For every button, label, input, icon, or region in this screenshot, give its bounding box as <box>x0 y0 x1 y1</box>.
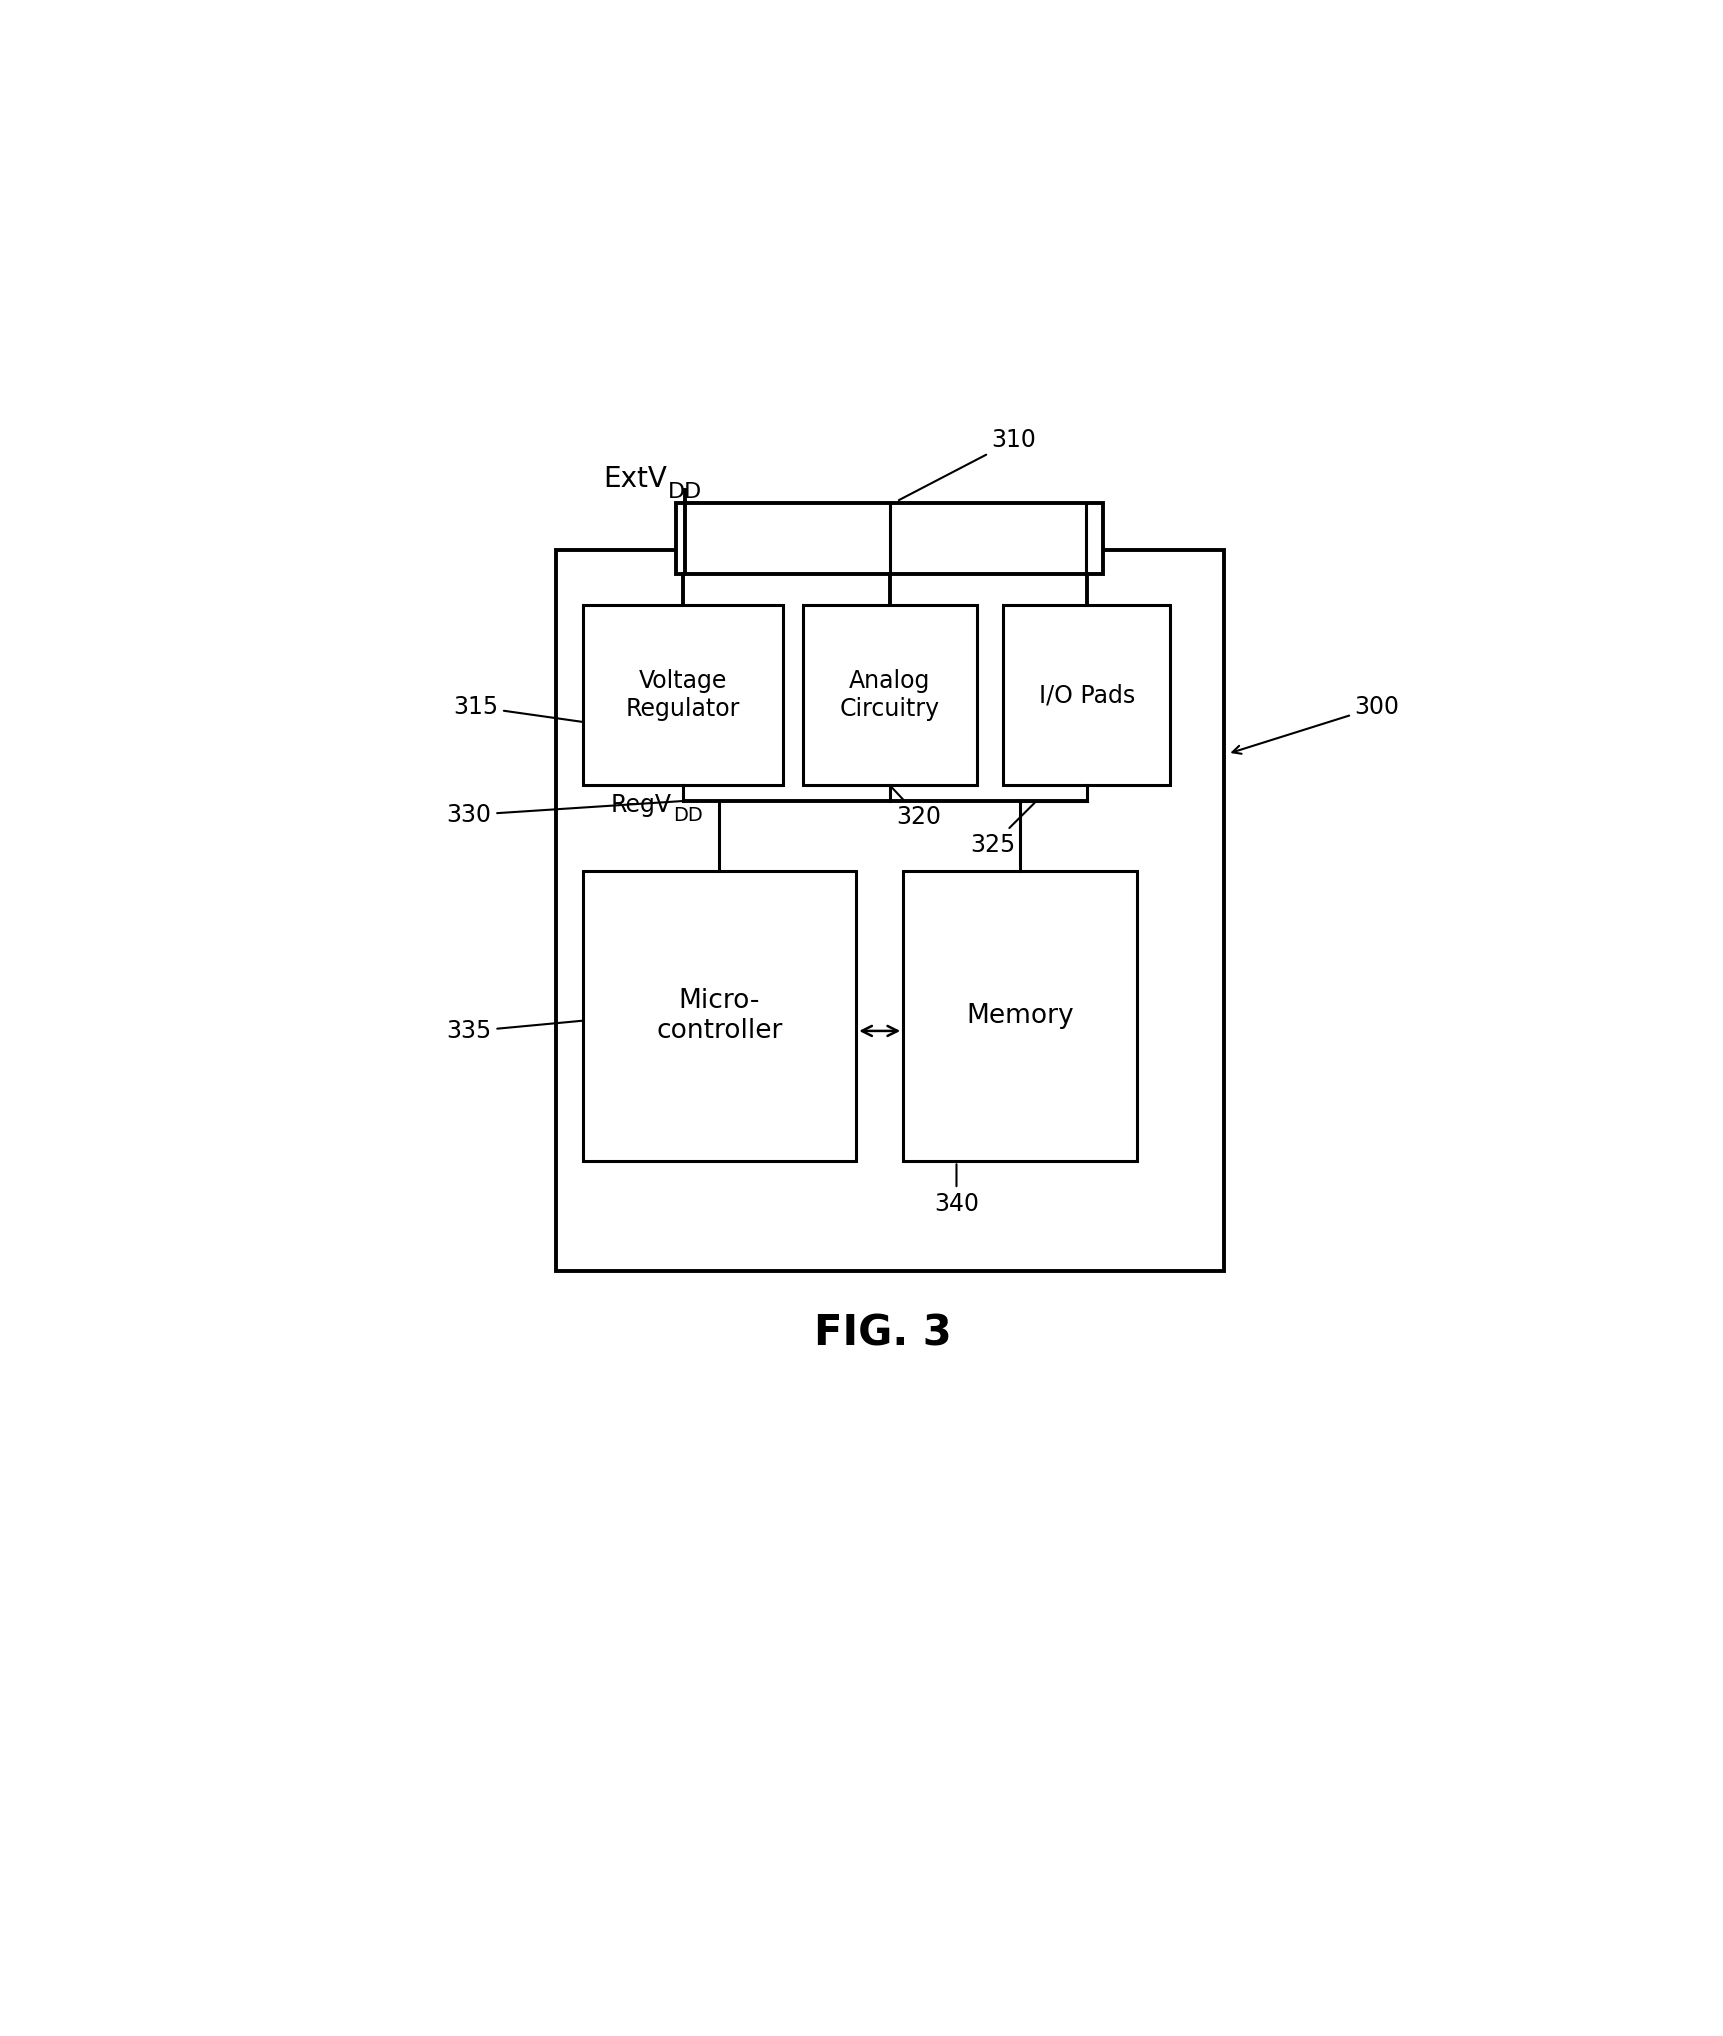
Text: 320: 320 <box>891 788 941 829</box>
Text: 325: 325 <box>970 802 1034 857</box>
Text: DD: DD <box>674 806 703 825</box>
Text: Micro-
controller: Micro- controller <box>656 987 782 1044</box>
Bar <box>1003 605 1170 786</box>
Text: 315: 315 <box>453 694 584 723</box>
Bar <box>582 605 782 786</box>
Bar <box>903 871 1137 1161</box>
Bar <box>803 605 977 786</box>
Text: Voltage
Regulator: Voltage Regulator <box>625 670 739 721</box>
Text: 330: 330 <box>446 800 682 827</box>
Text: RegV: RegV <box>612 792 672 816</box>
Bar <box>675 503 1103 574</box>
Text: 300: 300 <box>1232 694 1399 753</box>
Text: I/O Pads: I/O Pads <box>1039 682 1135 706</box>
Bar <box>582 871 856 1161</box>
Text: 340: 340 <box>934 1165 979 1215</box>
Text: FIG. 3: FIG. 3 <box>815 1313 951 1354</box>
Text: Analog
Circuitry: Analog Circuitry <box>839 670 939 721</box>
Text: 335: 335 <box>446 1020 584 1042</box>
Text: 310: 310 <box>899 428 1036 501</box>
Text: ExtV: ExtV <box>603 466 667 493</box>
Bar <box>557 550 1223 1270</box>
Text: Memory: Memory <box>967 1004 1073 1030</box>
Text: DD: DD <box>669 483 703 503</box>
